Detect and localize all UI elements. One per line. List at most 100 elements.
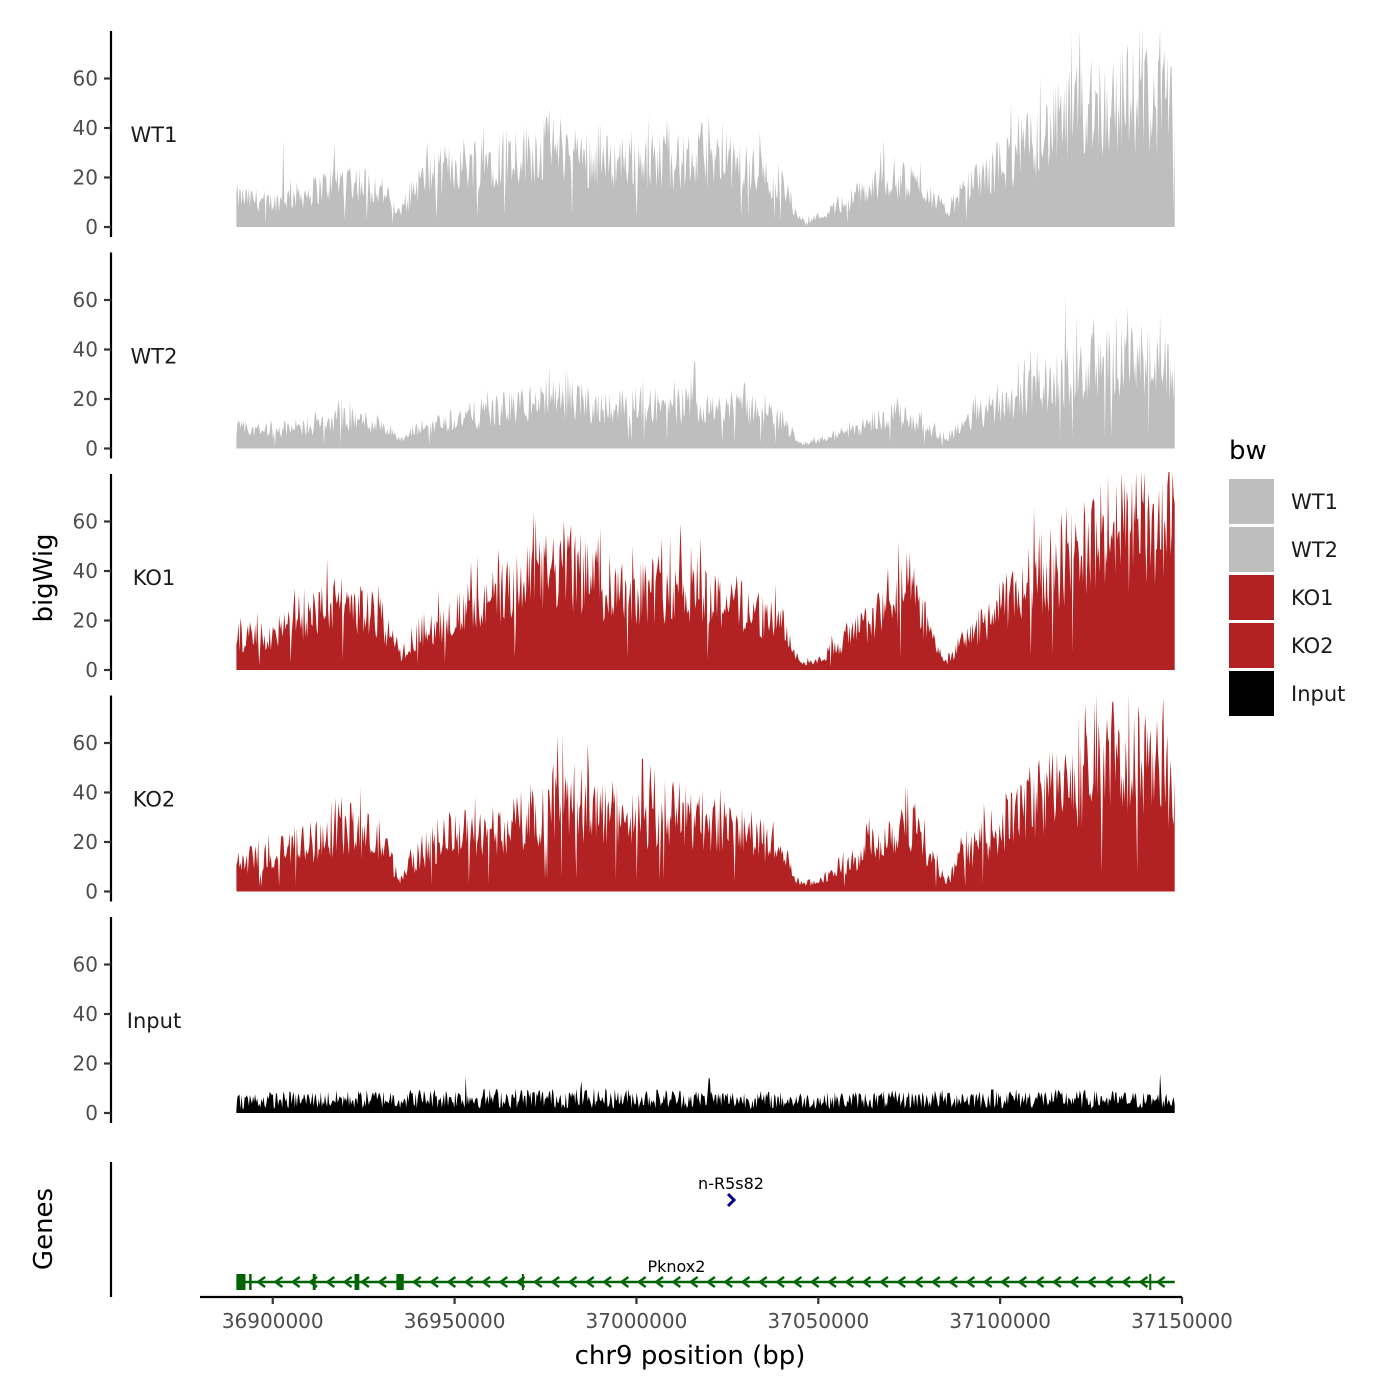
gene-strand-arrow bbox=[999, 1276, 1010, 1288]
y-tick-label: 40 bbox=[73, 781, 98, 805]
gene-strand-arrow bbox=[913, 1276, 924, 1288]
gene-exon bbox=[396, 1274, 404, 1290]
gene-strand-arrow bbox=[982, 1276, 993, 1288]
track-label: KO1 bbox=[133, 566, 176, 590]
track-wt2: 0 20 40 60 WT2 bbox=[73, 252, 1175, 461]
y-tick-label: 20 bbox=[73, 830, 98, 854]
y-tick-label: 0 bbox=[85, 437, 98, 461]
gene-strand-arrow bbox=[359, 1276, 370, 1288]
gene-label: Pknox2 bbox=[647, 1257, 705, 1276]
gene-strand-arrow bbox=[705, 1276, 716, 1288]
gene-strand-arrow bbox=[1069, 1276, 1079, 1288]
y-tick-label: 0 bbox=[85, 215, 98, 239]
y-tick-label: 0 bbox=[85, 658, 98, 682]
x-tick-label: 36950000 bbox=[404, 1309, 506, 1333]
track-input: 0 20 40 60 Input bbox=[73, 917, 1175, 1125]
gene-strand-arrow bbox=[792, 1276, 803, 1288]
y-tick-label: 60 bbox=[73, 953, 98, 977]
x-axis: 36900000 36950000 37000000 37050000 37100000… bbox=[222, 1297, 1233, 1333]
gene-strand-arrow bbox=[948, 1276, 958, 1288]
coverage-area-wt2 bbox=[236, 295, 1175, 449]
gene-strand-arrow bbox=[532, 1276, 543, 1288]
tracks-layer: 0 20 40 60 WT1 0 20 40 60 WT2 0 20 40 60 KO1 0 20 40 60 KO2… bbox=[73, 29, 1175, 1125]
y-tick-label: 60 bbox=[73, 510, 98, 534]
gene-strand-arrow bbox=[1086, 1276, 1097, 1288]
gene-strand-arrow bbox=[636, 1276, 647, 1288]
legend-key-input bbox=[1229, 671, 1274, 716]
gene-strand-arrow bbox=[878, 1276, 889, 1288]
gene-strand-arrow bbox=[342, 1276, 353, 1288]
track-ko1: 0 20 40 60 KO1 bbox=[73, 472, 1175, 682]
y-tick-label: 0 bbox=[85, 880, 98, 904]
gene-exon bbox=[1149, 1274, 1152, 1290]
legend-label-wt2: WT2 bbox=[1291, 538, 1338, 562]
gene-label: n-R5s82 bbox=[698, 1174, 764, 1193]
gene-exon bbox=[354, 1274, 360, 1290]
y-tick-label: 40 bbox=[73, 559, 98, 583]
x-tick-label: 37150000 bbox=[1131, 1309, 1233, 1333]
gene-strand-arrow bbox=[273, 1276, 284, 1288]
gene-strand-arrow bbox=[826, 1276, 837, 1288]
legend-label-ko1: KO1 bbox=[1291, 586, 1334, 610]
coverage-area-wt1 bbox=[236, 29, 1175, 227]
gene-strand-arrow bbox=[480, 1276, 491, 1288]
gene-strand-arrow bbox=[429, 1276, 439, 1288]
gene-strand-arrow bbox=[377, 1276, 387, 1288]
gene-strand-arrow bbox=[861, 1276, 872, 1288]
gene-strand-arrow bbox=[688, 1276, 699, 1288]
gene-strand-arrow bbox=[844, 1276, 855, 1288]
x-tick-label: 37000000 bbox=[586, 1309, 688, 1333]
x-tick-label: 36900000 bbox=[222, 1309, 324, 1333]
gene-strand-arrow bbox=[1034, 1276, 1045, 1288]
gene-strand-arrow bbox=[256, 1276, 266, 1288]
gene-exon bbox=[521, 1274, 524, 1290]
gene-strand-arrow bbox=[602, 1276, 612, 1288]
legend-key-wt2 bbox=[1229, 527, 1274, 572]
y-tick-label: 60 bbox=[73, 731, 98, 755]
y-tick-label: 20 bbox=[73, 387, 98, 411]
y-tick-label: 40 bbox=[73, 338, 98, 362]
y-tick-label: 20 bbox=[73, 609, 98, 633]
gene-strand-arrow bbox=[757, 1276, 768, 1288]
gene-strand-arrow bbox=[671, 1276, 682, 1288]
y-tick-label: 0 bbox=[85, 1101, 98, 1125]
track-label: WT1 bbox=[131, 123, 178, 147]
legend-label-ko2: KO2 bbox=[1291, 634, 1334, 658]
y-tick-label: 20 bbox=[73, 1052, 98, 1076]
genes-axis-title: Genes bbox=[29, 1188, 59, 1270]
gene-exon bbox=[236, 1274, 246, 1290]
y-tick-label: 20 bbox=[73, 166, 98, 190]
gene-strand-arrow bbox=[446, 1276, 457, 1288]
gene-strand-arrow bbox=[1051, 1276, 1062, 1288]
gene-strand-arrow bbox=[1155, 1276, 1166, 1288]
y-axis-title: bigWig bbox=[29, 533, 59, 622]
gene-strand-arrow bbox=[325, 1276, 336, 1288]
gene-exon bbox=[249, 1274, 252, 1290]
gene-strand-arrow bbox=[498, 1276, 509, 1288]
track-label: WT2 bbox=[131, 345, 178, 369]
x-axis-title: chr9 position (bp) bbox=[575, 1341, 806, 1371]
legend-label-input: Input bbox=[1291, 682, 1345, 706]
gene-n-r5s82: n-R5s82 bbox=[698, 1174, 764, 1208]
gene-strand-arrow bbox=[1121, 1276, 1131, 1288]
genes-panel: n-R5s82 Pknox2 bbox=[109, 1162, 1182, 1299]
gene-strand-arrow bbox=[723, 1276, 733, 1288]
gene-strand-arrow bbox=[726, 1192, 737, 1208]
gene-strand-arrow bbox=[1138, 1276, 1149, 1288]
legend-key-wt1 bbox=[1229, 479, 1274, 524]
gene-strand-arrow bbox=[775, 1276, 785, 1288]
track-label: KO2 bbox=[133, 788, 176, 812]
track-label: Input bbox=[127, 1009, 181, 1033]
x-tick-label: 37100000 bbox=[949, 1309, 1051, 1333]
legend-key-ko1 bbox=[1229, 575, 1274, 620]
y-tick-label: 60 bbox=[73, 67, 98, 91]
gene-strand-arrow bbox=[1103, 1276, 1114, 1288]
gene-strand-arrow bbox=[619, 1276, 630, 1288]
gene-strand-arrow bbox=[463, 1276, 474, 1288]
gene-strand-arrow bbox=[411, 1276, 422, 1288]
track-ko2: 0 20 40 60 KO2 bbox=[73, 693, 1175, 904]
gene-strand-arrow bbox=[1017, 1276, 1028, 1288]
legend-title: bw bbox=[1229, 436, 1267, 466]
legend-key-ko2 bbox=[1229, 623, 1274, 668]
